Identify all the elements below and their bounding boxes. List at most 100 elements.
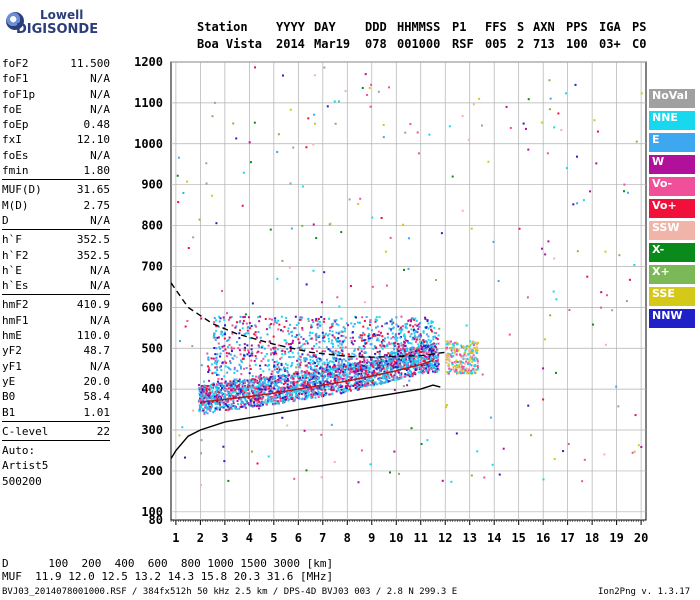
param-row: foF2 11.500 xyxy=(2,56,110,71)
echo-dot xyxy=(412,346,415,349)
echo-dot xyxy=(232,380,235,383)
noise-dot xyxy=(258,407,261,410)
noise-dot xyxy=(338,305,341,308)
param-name: foF2 xyxy=(2,57,29,70)
echo-dot xyxy=(224,361,227,364)
echo-dot xyxy=(297,352,300,355)
echo-dot xyxy=(304,364,307,367)
noise-dot xyxy=(382,123,385,126)
echo-dot xyxy=(274,380,277,383)
echo-dot xyxy=(434,335,437,338)
echo-dot xyxy=(280,362,283,365)
param-row: foEs N/A xyxy=(2,148,110,163)
noise-dot xyxy=(282,74,285,77)
echo-dot xyxy=(376,325,379,328)
noise-dot xyxy=(321,405,324,408)
echo-dot xyxy=(416,324,419,327)
echo-dot xyxy=(385,360,388,363)
echo-dot xyxy=(319,359,322,362)
echo-dot xyxy=(230,404,233,407)
echo-dot xyxy=(452,344,455,347)
echo-dot xyxy=(392,376,395,379)
echo-dot xyxy=(435,337,438,340)
echo-dot xyxy=(369,380,372,383)
noise-dot xyxy=(420,443,423,446)
echo-dot xyxy=(310,337,313,340)
echo-dot xyxy=(337,351,340,354)
echo-dot xyxy=(416,368,419,371)
echo-dot xyxy=(216,368,219,371)
header-value-s: 2 xyxy=(517,37,525,51)
noise-dot xyxy=(557,112,560,115)
echo-dot xyxy=(224,333,227,336)
noise-dot xyxy=(540,121,543,124)
echo-dot xyxy=(281,330,284,333)
echo-dot xyxy=(257,316,260,319)
echo-dot xyxy=(408,357,411,360)
echo-dot xyxy=(384,354,387,357)
noise-dot xyxy=(409,123,412,126)
echo-dot xyxy=(463,353,466,356)
echo-dot xyxy=(404,354,407,357)
echo-dot xyxy=(394,353,397,356)
echo-dot xyxy=(394,366,397,369)
echo-dot xyxy=(366,374,369,377)
echo-dot xyxy=(455,353,458,356)
echo-dot xyxy=(294,315,297,318)
echo-dot xyxy=(391,336,394,339)
echo-dot xyxy=(420,369,423,372)
noise-dot xyxy=(312,143,315,146)
echo-dot xyxy=(223,331,226,334)
param-value: 2.75 xyxy=(83,198,111,212)
echo-dot xyxy=(475,346,478,349)
echo-dot xyxy=(320,387,323,390)
echo-dot xyxy=(361,379,364,382)
echo-dot xyxy=(428,349,431,352)
echo-dot xyxy=(311,319,314,322)
param-separator xyxy=(2,420,110,422)
echo-dot xyxy=(239,365,242,368)
x-tick-label: 8 xyxy=(344,531,351,545)
echo-dot xyxy=(260,377,263,380)
echo-dot xyxy=(242,382,245,385)
echo-dot xyxy=(317,363,320,366)
echo-dot xyxy=(473,370,476,373)
echo-dot xyxy=(228,352,231,355)
echo-dot xyxy=(322,320,325,323)
y-tick-label: 1000 xyxy=(134,137,163,151)
echo-dot xyxy=(405,327,408,330)
echo-dot xyxy=(378,362,381,365)
echo-dot xyxy=(410,328,413,331)
echo-dot xyxy=(232,398,235,401)
echo-dot xyxy=(248,403,251,406)
echo-dot xyxy=(277,386,280,389)
echo-dot xyxy=(296,347,299,350)
echo-dot xyxy=(352,325,355,328)
echo-dot xyxy=(200,401,203,404)
echo-dot xyxy=(290,397,293,400)
param-name: foEp xyxy=(2,118,29,132)
echo-dot xyxy=(399,336,402,339)
echo-dot xyxy=(245,389,248,392)
echo-dot xyxy=(417,343,420,346)
echo-dot xyxy=(338,331,341,334)
echo-dot xyxy=(467,361,470,364)
noise-dot xyxy=(451,175,454,178)
echo-dot xyxy=(379,344,382,347)
echo-dot xyxy=(240,401,243,404)
echo-dot xyxy=(284,381,287,384)
echo-dot xyxy=(429,355,432,358)
echo-dot xyxy=(267,379,270,382)
echo-dot xyxy=(430,349,433,352)
echo-dot xyxy=(319,366,322,369)
echo-dot xyxy=(367,335,370,338)
echo-dot xyxy=(309,331,312,334)
echo-dot xyxy=(425,365,428,368)
echo-dot xyxy=(355,372,358,375)
echo-dot xyxy=(260,384,263,387)
echo-dot xyxy=(350,384,353,387)
echo-dot xyxy=(378,360,381,363)
noise-dot xyxy=(440,232,443,235)
echo-dot xyxy=(382,365,385,368)
echo-dot xyxy=(241,383,244,386)
